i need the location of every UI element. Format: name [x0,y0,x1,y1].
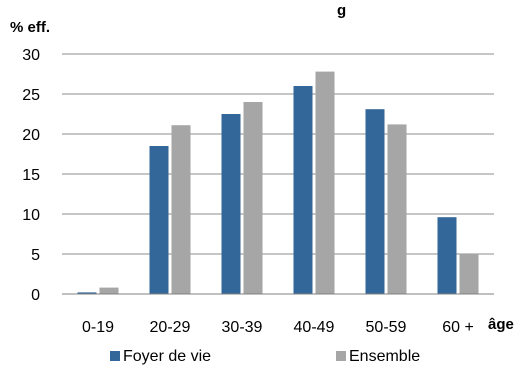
bar-foyer-de-vie-40-49 [293,86,313,294]
bar-ensemble-60- [459,254,479,294]
y-axis-ticks: 0 5 10 15 20 25 30 [22,47,40,304]
y-tick-label: 20 [22,127,40,144]
bar-foyer-de-vie-0-19 [77,292,97,294]
x-axis-ticks: 0-19 20-29 30-39 40-49 50-59 60 + [82,319,474,336]
y-tick-label: 0 [31,287,40,304]
legend: Foyer de vie Ensemble [110,348,420,365]
chart-title-fragment: g [337,2,346,19]
legend-label: Ensemble [349,348,420,365]
y-tick-label: 30 [22,47,40,64]
x-tick-label: 30-39 [222,319,263,336]
bar-ensemble-40-49 [315,71,335,294]
x-tick-label: 0-19 [82,319,114,336]
x-tick-label: 40-49 [294,319,335,336]
x-tick-label: 20-29 [150,319,191,336]
x-tick-label: 50-59 [366,319,407,336]
bar-ensemble-30-39 [243,102,263,294]
legend-label: Foyer de vie [123,348,211,365]
gridlines [62,53,494,255]
bar-foyer-de-vie-60- [437,217,457,294]
bar-foyer-de-vie-50-59 [365,109,385,294]
x-axis-title: âge [488,316,514,333]
y-axis-title: % eff. [10,19,50,36]
x-tick-label: 60 + [442,319,474,336]
y-tick-label: 10 [22,207,40,224]
y-tick-label: 25 [22,87,40,104]
y-tick-label: 15 [22,167,40,184]
bar-ensemble-20-29 [171,125,191,294]
bar-ensemble-50-59 [387,124,407,295]
bar-foyer-de-vie-20-29 [149,146,169,294]
bars [77,71,479,295]
legend-swatch [110,351,120,361]
y-tick-label: 5 [31,247,40,264]
legend-swatch [336,351,346,361]
bar-ensemble-0-19 [99,287,119,294]
bar-foyer-de-vie-30-39 [221,114,241,294]
